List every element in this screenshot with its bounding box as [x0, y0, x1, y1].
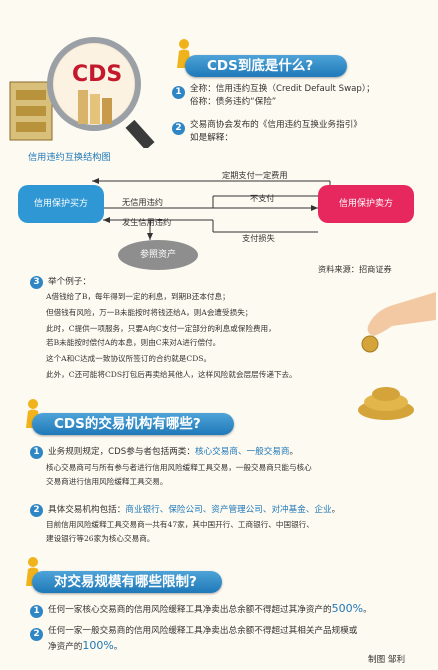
definition-intro2: 如是解释： — [190, 133, 233, 143]
definition-intro: 交易商协会发布的《信用违约互换业务指引》 — [190, 120, 362, 130]
diagram-title: 信用违约互换结构图 — [28, 152, 111, 163]
fee-label: 定期支付一定费用 — [222, 170, 288, 180]
item2-suffix: 。 — [331, 505, 341, 515]
item1-suffix: 。 — [289, 447, 299, 457]
item1-prefix: 业务规则规定，CDS参与者包括两类： — [48, 447, 195, 457]
cds-logo-text: CDS — [72, 62, 123, 87]
section3-item2: 任何一家一般交易商的信用风险缓释工具净卖出总余额不得超过其相关产品规模或 — [48, 626, 358, 636]
full-name: 全称：信用违约互换（Credit Default Swap）； — [190, 84, 375, 94]
item2-detail: 目前信用风险缓释工具交易商一共有47家，其中国开行、工商银行、中国银行、 — [46, 520, 314, 529]
section2-item2: 具体交易机构包括：商业银行、保险公司、资产管理公司、对冲基金、企业。 — [48, 504, 340, 516]
pay-loss-label: 支付损失 — [242, 233, 275, 243]
example-line: 但借钱有风险，万一B未能按时将钱还给A，则A会遭受损失； — [46, 308, 253, 317]
item2-detail: 建设银行等26家为核心交易商。 — [46, 534, 155, 543]
seller-box: 信用保护卖方 — [318, 185, 414, 223]
reference-asset: 参照资产 — [118, 240, 198, 270]
number-badge: 3 — [30, 276, 43, 289]
example-line: 此时，C提供一项服务，只要A向C支付一定部分的利息或保险费用， — [46, 324, 276, 333]
section3-item2-line2: 净资产的100%。 — [48, 640, 122, 653]
item1-value: 500% — [331, 602, 364, 615]
cds-illustration — [8, 28, 164, 151]
example-line: A借钱给了B，每年得到一定的利息，到期B还本付息； — [46, 292, 230, 301]
section2-item1: 业务规则规定，CDS参与者包括两类：核心交易商、一般交易商。 — [48, 446, 298, 458]
item2-prefix: 具体交易机构包括： — [48, 505, 126, 515]
section2-title: CDS的交易机构有哪些? — [32, 413, 234, 435]
item1-suffix: 。 — [363, 605, 372, 615]
no-default-label: 无信用违约 — [122, 197, 163, 207]
example-label: 举个例子： — [48, 277, 91, 287]
section1-title: CDS到底是什么? — [185, 55, 347, 77]
item1-detail: 交易商进行信用风险缓释工具交易。 — [46, 477, 168, 486]
item1-detail: 核心交易商可与所有参与者进行信用风险缓释工具交易，一般交易商只能与核心 — [46, 463, 312, 472]
example-line: 若B未能按时偿付A的本息，则由C来对A进行偿付。 — [46, 338, 221, 347]
number-badge: 1 — [30, 605, 43, 618]
section3-title: 对交易规模有哪些限制? — [32, 571, 222, 593]
number-badge: 1 — [30, 446, 43, 459]
section3-item1: 任何一家核心交易商的信用风险缓释工具净卖出总余额不得超过其净资产的500%。 — [48, 603, 372, 616]
number-badge: 1 — [172, 86, 185, 99]
item2-value: 100% — [82, 639, 114, 652]
example-line: 此外，C还可能将CDS打包后再卖给其他人，这样风险就会层层传递下去。 — [46, 370, 297, 379]
item2-text2: 净资产的 — [48, 642, 83, 652]
item1-highlight: 核心交易商、一般交易商 — [194, 447, 290, 457]
item2-highlight: 商业银行、保险公司、资产管理公司、对冲基金、企业 — [125, 505, 332, 515]
credit: 制图 邹利 — [368, 655, 406, 665]
number-badge: 2 — [30, 628, 43, 641]
source-label: 资料来源：招商证券 — [318, 264, 392, 274]
diagram-lines — [0, 160, 438, 274]
number-badge: 2 — [30, 504, 43, 517]
item2-suffix: 。 — [113, 642, 123, 652]
number-badge: 2 — [172, 122, 185, 135]
item1-text: 任何一家核心交易商的信用风险缓释工具净卖出总余额不得超过其净资产的 — [48, 605, 332, 615]
no-pay-label: 不支付 — [250, 193, 275, 203]
common-name: 俗称：债务违约“保险” — [190, 97, 277, 107]
default-label: 发生信用违约 — [122, 217, 172, 227]
buyer-box: 信用保护买方 — [18, 185, 104, 223]
hand-coins-illustration — [340, 282, 436, 426]
example-line: 这个A和C达成一致协议所签订的合约就是CDS。 — [46, 354, 212, 363]
